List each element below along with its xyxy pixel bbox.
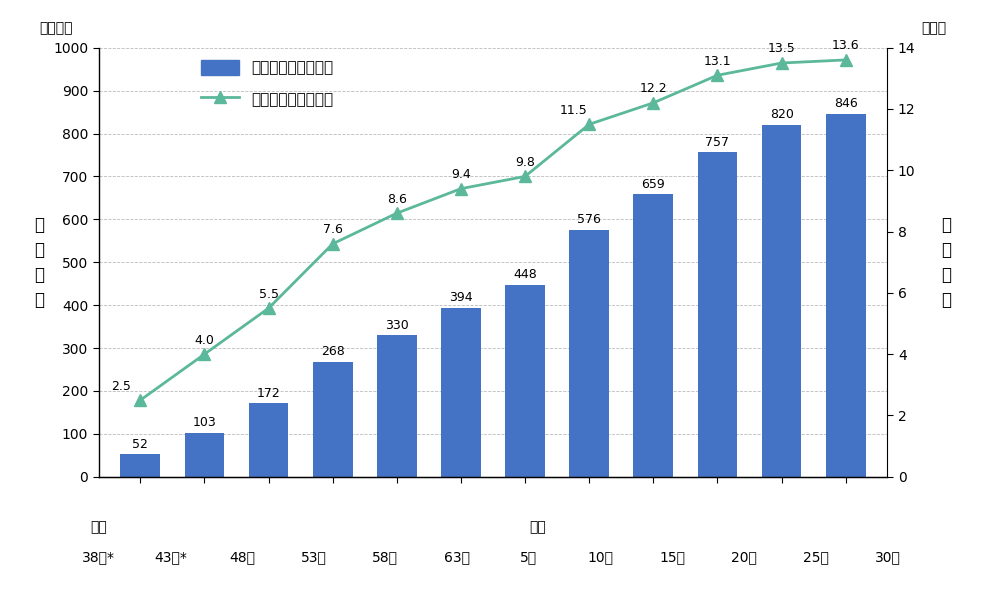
Text: 13.5: 13.5 [768, 42, 796, 55]
Bar [697, 152, 738, 477]
Bar [633, 194, 673, 477]
Text: 448: 448 [513, 268, 537, 281]
Text: 757: 757 [705, 135, 730, 148]
Bar [120, 455, 160, 477]
Text: 13.1: 13.1 [704, 55, 732, 67]
Text: 20年: 20年 [731, 550, 757, 564]
Text: 820: 820 [770, 108, 794, 122]
Bar [377, 335, 417, 477]
Text: 5.5: 5.5 [258, 287, 278, 300]
Text: 13.6: 13.6 [832, 39, 860, 52]
Text: 11.5: 11.5 [559, 104, 587, 117]
Text: 659: 659 [642, 178, 666, 191]
Bar [569, 229, 609, 477]
Bar [248, 403, 289, 477]
Bar [441, 308, 481, 477]
Text: 103: 103 [192, 416, 216, 429]
Text: 9.8: 9.8 [515, 156, 535, 169]
Text: 30年: 30年 [875, 550, 900, 564]
Text: 5年: 5年 [521, 550, 537, 564]
Bar [826, 114, 866, 477]
Text: 52: 52 [132, 438, 148, 451]
Text: 10年: 10年 [588, 550, 613, 564]
Bar [313, 362, 353, 477]
Y-axis label: 空
き
家
数: 空 き 家 数 [35, 216, 44, 309]
Bar [184, 433, 224, 477]
Text: 48年: 48年 [229, 550, 255, 564]
Bar [762, 125, 802, 477]
Text: 394: 394 [449, 291, 472, 305]
Bar [505, 284, 545, 477]
Text: 昭和: 昭和 [91, 520, 107, 533]
Text: 平成: 平成 [528, 520, 545, 533]
Text: 38年*: 38年* [82, 550, 115, 564]
Text: 268: 268 [320, 345, 344, 358]
Text: 9.4: 9.4 [451, 168, 470, 181]
Text: （万戸）: （万戸） [39, 21, 73, 35]
Text: 8.6: 8.6 [387, 193, 407, 206]
Text: 53年: 53年 [301, 550, 326, 564]
Text: 15年: 15年 [660, 550, 685, 564]
Text: 63年: 63年 [444, 550, 470, 564]
Legend: 空き家数（左目盛）, 空き家率（右目盛）: 空き家数（左目盛）, 空き家率（右目盛） [201, 60, 333, 107]
Text: 576: 576 [577, 213, 601, 226]
Y-axis label: 空
き
家
率: 空 き 家 率 [942, 216, 951, 309]
Text: 7.6: 7.6 [322, 223, 342, 236]
Text: 4.0: 4.0 [194, 334, 214, 346]
Text: 330: 330 [385, 319, 408, 332]
Text: 172: 172 [256, 387, 280, 399]
Text: （％）: （％） [922, 21, 947, 35]
Text: 43年*: 43年* [154, 550, 186, 564]
Text: 846: 846 [834, 97, 858, 110]
Text: 25年: 25年 [803, 550, 828, 564]
Text: 12.2: 12.2 [640, 82, 668, 95]
Text: 58年: 58年 [373, 550, 398, 564]
Text: 2.5: 2.5 [111, 380, 131, 393]
